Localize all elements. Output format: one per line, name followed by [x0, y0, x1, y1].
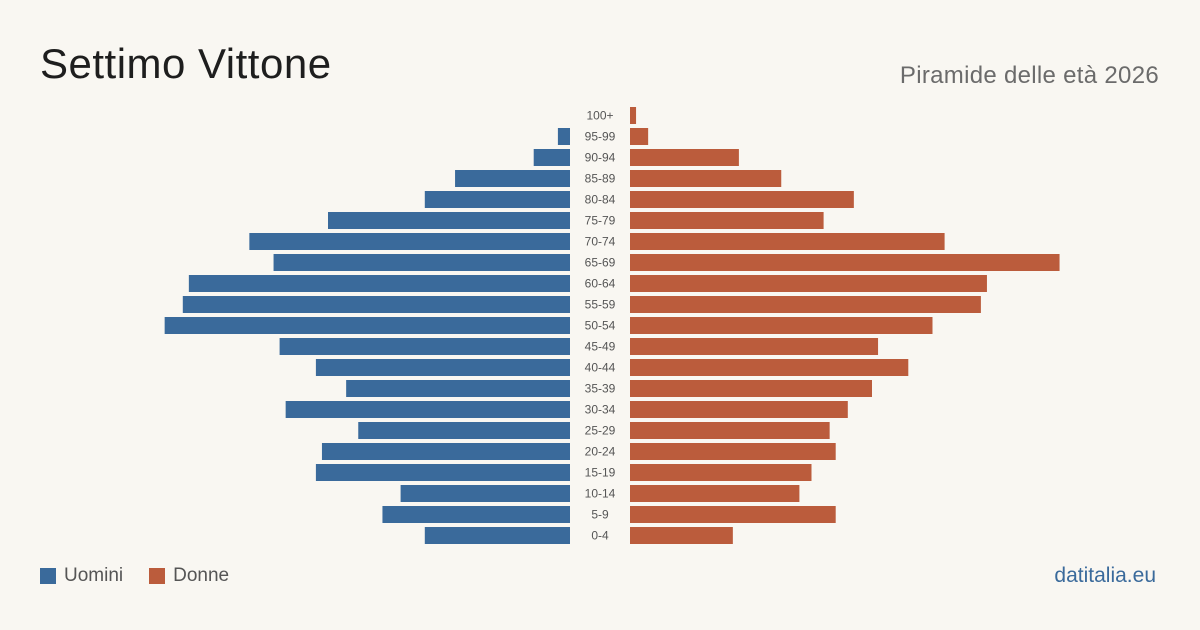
age-label-85-89: 85-89 [585, 172, 616, 186]
bar-women-0-4 [630, 527, 733, 544]
legend-item-women: Donne [149, 565, 229, 587]
legend: Uomini Donne [40, 565, 255, 587]
bar-men-40-44 [315, 359, 570, 376]
bar-women-35-39 [630, 380, 872, 397]
bar-women-25-29 [630, 422, 830, 439]
bar-men-0-4 [424, 527, 570, 544]
age-label-75-79: 75-79 [585, 214, 616, 228]
bar-men-85-89 [455, 170, 570, 187]
bar-women-55-59 [630, 296, 981, 313]
age-label-30-34: 30-34 [585, 403, 616, 417]
bar-men-60-64 [188, 275, 570, 292]
bar-men-95-99 [557, 128, 570, 145]
bar-women-80-84 [630, 191, 854, 208]
age-label-5-9: 5-9 [591, 508, 609, 522]
age-label-40-44: 40-44 [585, 361, 616, 375]
bar-men-5-9 [382, 506, 570, 523]
age-label-45-49: 45-49 [585, 340, 616, 354]
bar-women-75-79 [630, 212, 824, 229]
bar-women-5-9 [630, 506, 836, 523]
bar-men-10-14 [400, 485, 570, 502]
bar-men-25-29 [358, 422, 570, 439]
bar-women-70-74 [630, 233, 945, 250]
bar-women-15-19 [630, 464, 812, 481]
age-label-95-99: 95-99 [585, 130, 616, 144]
bar-women-90-94 [630, 149, 739, 166]
age-label-70-74: 70-74 [585, 235, 616, 249]
bar-women-65-69 [630, 254, 1060, 271]
bar-women-95-99 [630, 128, 649, 145]
bar-men-55-59 [182, 296, 571, 313]
bar-women-40-44 [630, 359, 909, 376]
age-label-35-39: 35-39 [585, 382, 616, 396]
bar-men-65-69 [273, 254, 570, 271]
bar-men-90-94 [533, 149, 570, 166]
bar-women-45-49 [630, 338, 879, 355]
bar-men-50-54 [164, 317, 570, 334]
bar-men-35-39 [346, 380, 570, 397]
legend-swatch-women [149, 568, 166, 584]
age-label-15-19: 15-19 [585, 466, 616, 480]
age-label-25-29: 25-29 [585, 424, 616, 438]
age-label-80-84: 80-84 [585, 193, 616, 207]
bar-men-30-34 [285, 401, 570, 418]
bar-men-75-79 [328, 212, 570, 229]
bar-women-30-34 [630, 401, 848, 418]
age-label-20-24: 20-24 [585, 445, 616, 459]
legend-label-women: Donne [173, 565, 230, 586]
chart-subtitle: Piramide delle età 2026 [899, 62, 1159, 89]
bar-men-70-74 [249, 233, 570, 250]
legend-item-men: Uomini [40, 565, 123, 587]
legend-swatch-men [40, 568, 56, 584]
legend-label-men: Uomini [64, 565, 124, 586]
bar-women-20-24 [630, 443, 836, 460]
age-label-10-14: 10-14 [585, 487, 616, 501]
bar-men-80-84 [424, 191, 570, 208]
bar-women-10-14 [630, 485, 800, 502]
age-label-60-64: 60-64 [585, 277, 616, 291]
age-label-50-54: 50-54 [585, 319, 616, 333]
age-label-65-69: 65-69 [585, 256, 616, 270]
bar-women-60-64 [630, 275, 987, 292]
bar-men-20-24 [321, 443, 570, 460]
chart-title: Settimo Vittone [40, 40, 332, 87]
source-link[interactable]: datitalia.eu [1054, 564, 1156, 587]
bar-women-85-89 [630, 170, 782, 187]
age-label-100: 100+ [586, 109, 613, 123]
age-label-55-59: 55-59 [585, 298, 616, 312]
bar-men-15-19 [315, 464, 570, 481]
bar-men-45-49 [279, 338, 570, 355]
bar-women-50-54 [630, 317, 933, 334]
bar-women-100 [630, 107, 637, 124]
age-label-0-4: 0-4 [591, 529, 609, 543]
age-label-90-94: 90-94 [585, 151, 616, 165]
